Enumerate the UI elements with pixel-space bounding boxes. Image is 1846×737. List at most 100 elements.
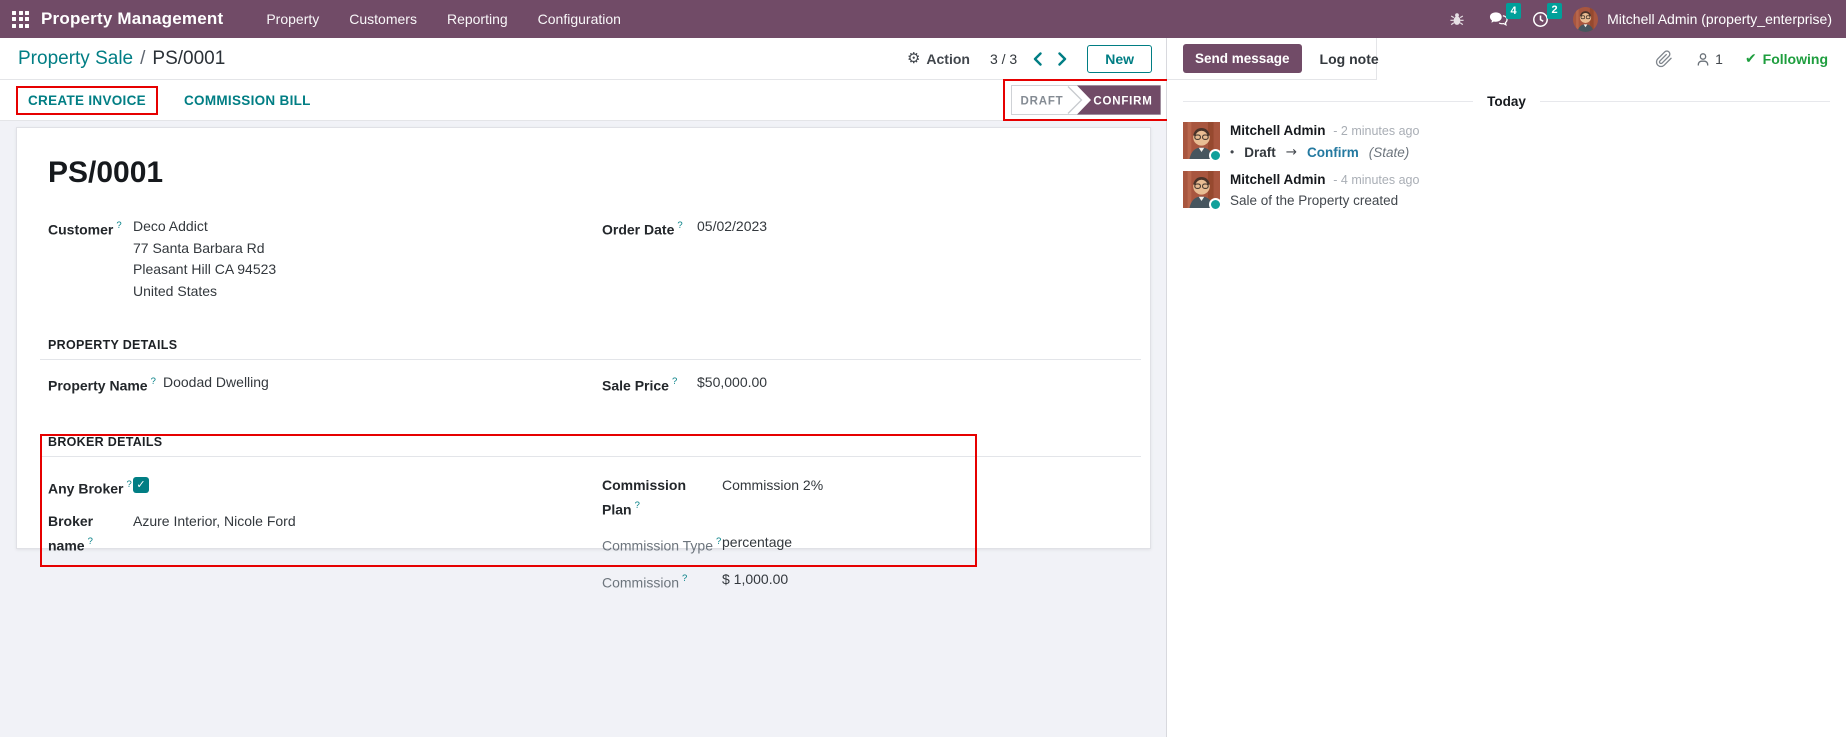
property-name-field-row: Property Name? Doodad Dwelling [48, 372, 602, 397]
tracking-arrow-icon: → [1285, 144, 1298, 160]
top-navbar: Property Management Property Customers R… [0, 0, 1846, 38]
chatter-message: Mitchell Admin - 4 minutes ago Sale of t… [1167, 162, 1846, 211]
commission-plan-label: Commission Plan? [602, 476, 687, 518]
help-tooltip-marker: ? [677, 220, 683, 231]
property-name-label: Property Name? [48, 376, 156, 394]
order-date-value[interactable]: 05/02/2023 [697, 218, 768, 234]
chatter-message: Mitchell Admin - 2 minutes ago • Draft →… [1167, 113, 1846, 162]
message-timestamp: - 4 minutes ago [1333, 173, 1420, 187]
commission-plan-value[interactable]: Commission 2% [722, 476, 824, 493]
record-title: PS/0001 [48, 156, 164, 189]
user-avatar [1573, 6, 1599, 32]
commission-field-row: Commission? $ 1,000.00 [602, 569, 1129, 594]
broker-name-value[interactable]: Azure Interior, Nicole Ford [133, 513, 296, 530]
statusbar-confirm-shape [1077, 85, 1161, 115]
message-body: Sale of the Property created [1230, 193, 1399, 208]
customer-country: United States [133, 282, 218, 299]
breadcrumb-parent-link[interactable]: Property Sale [18, 47, 134, 69]
date-divider: Today [1183, 94, 1831, 109]
following-button[interactable]: ✔ Following [1745, 51, 1828, 67]
pager-next-button[interactable] [1058, 51, 1067, 66]
menu-property[interactable]: Property [266, 11, 320, 27]
commission-plan-field-row: Commission Plan? Commission 2% [602, 475, 1129, 521]
commission-value[interactable]: $ 1,000.00 [722, 570, 789, 587]
any-broker-label: Any Broker? [48, 478, 132, 497]
create-invoice-button[interactable]: CREATE INVOICE [24, 91, 150, 110]
any-broker-checkbox[interactable]: ✓ [133, 476, 149, 493]
commission-type-value[interactable]: percentage [722, 534, 793, 551]
following-label: Following [1762, 51, 1828, 67]
attachment-paperclip-icon[interactable] [1655, 50, 1673, 68]
message-author: Mitchell Admin [1230, 123, 1326, 138]
help-tooltip-marker: ? [87, 536, 93, 548]
app-title[interactable]: Property Management [41, 9, 224, 28]
message-author-avatar [1183, 122, 1220, 159]
breadcrumb-separator: / [140, 47, 146, 69]
activities-count-badge: 2 [1547, 2, 1563, 19]
customer-street: 77 Santa Barbara Rd [133, 239, 265, 256]
activities-clock-icon[interactable]: 2 [1532, 2, 1563, 28]
sale-price-value[interactable]: $50,000.00 [697, 374, 768, 390]
customer-value[interactable]: Deco Addict 77 Santa Barbara Rd Pleasant… [133, 216, 276, 302]
broker-details-section: BROKER DETAILS Any Broker? ✓ Broker name… [40, 433, 1141, 606]
annotation-box-statusbar: DRAFT CONFIRM [1003, 79, 1169, 121]
property-name-value[interactable]: Doodad Dwelling [163, 374, 269, 390]
chatter-panel: Send message Log note 1 ✔ [1167, 38, 1846, 737]
chatter-toolbar: Send message Log note 1 ✔ [1167, 38, 1846, 80]
gear-icon: ⚙ [906, 49, 921, 67]
commission-bill-button[interactable]: COMMISSION BILL [180, 91, 315, 110]
action-menu-label: Action [926, 50, 970, 67]
property-details-heading: PROPERTY DETAILS [48, 338, 178, 352]
section-divider [40, 455, 1141, 457]
message-tracking-body: • Draft → Confirm (State) [1230, 144, 1419, 160]
messages-icon[interactable]: 4 [1489, 3, 1522, 27]
tracking-bullet: • [1230, 145, 1235, 159]
followers-button[interactable]: 1 [1695, 51, 1723, 68]
help-tooltip-marker: ? [682, 572, 688, 584]
debug-bug-icon[interactable] [1449, 11, 1465, 27]
help-tooltip-marker: ? [634, 499, 640, 511]
customer-label: Customer? [48, 220, 122, 238]
order-date-field-row: Order Date? 05/02/2023 [602, 216, 1129, 302]
statusbar: DRAFT CONFIRM [1011, 85, 1161, 115]
annotation-box-create-invoice: CREATE INVOICE [16, 85, 158, 115]
log-note-button[interactable]: Log note [1312, 45, 1387, 73]
customer-field-row: Customer? Deco Addict 77 Santa Barbara R… [48, 216, 602, 302]
statusbar-draft[interactable]: DRAFT [1021, 96, 1064, 108]
form-view-panel: Property Sale / PS/0001 ⚙ Action 3 / 3 [0, 38, 1169, 737]
commission-type-field-row: Commission Type? percentage [602, 532, 1129, 557]
pager-previous-button[interactable] [1033, 51, 1042, 66]
form-button-bar: CREATE INVOICE COMMISSION BILL DRAFT CON… [0, 79, 1169, 121]
user-menu[interactable]: Mitchell Admin (property_enterprise) [1573, 6, 1832, 32]
form-sheet: PS/0001 Customer? Deco Addict 77 Santa B… [16, 127, 1151, 591]
check-icon: ✔ [1744, 51, 1757, 67]
help-tooltip-marker: ? [116, 220, 122, 231]
menu-customers[interactable]: Customers [349, 11, 417, 27]
control-panel: Property Sale / PS/0001 ⚙ Action 3 / 3 [0, 38, 1166, 80]
sale-price-field-row: Sale Price? $50,000.00 [602, 372, 1129, 397]
commission-label: Commission? [602, 572, 688, 591]
menu-reporting[interactable]: Reporting [446, 11, 508, 27]
help-tooltip-marker: ? [150, 376, 156, 387]
breadcrumb-current: PS/0001 [152, 47, 226, 69]
online-status-dot [1209, 198, 1222, 211]
property-details-section: PROPERTY DETAILS Property Name? Doodad D… [40, 338, 1141, 409]
form-sheet-area: PS/0001 Customer? Deco Addict 77 Santa B… [0, 121, 1166, 737]
any-broker-field-row: Any Broker? ✓ [48, 475, 602, 500]
statusbar-confirm[interactable]: CONFIRM [1093, 96, 1152, 108]
sale-price-label: Sale Price? [602, 376, 678, 394]
send-message-button[interactable]: Send message [1183, 44, 1302, 73]
message-author: Mitchell Admin [1230, 172, 1326, 187]
customer-name[interactable]: Deco Addict [133, 218, 208, 234]
help-tooltip-marker: ? [671, 376, 678, 387]
menu-configuration[interactable]: Configuration [537, 11, 621, 27]
tracking-new-value: Confirm [1307, 144, 1359, 160]
commission-type-label: Commission Type? [602, 536, 722, 554]
followers-count: 1 [1715, 51, 1723, 67]
broker-name-field-row: Broker name? Azure Interior, Nicole Ford [48, 511, 602, 557]
apps-grid-icon[interactable] [12, 10, 29, 28]
action-menu-button[interactable]: ⚙ Action [907, 51, 970, 67]
user-name: Mitchell Admin (property_enterprise) [1607, 11, 1832, 27]
broker-details-heading: BROKER DETAILS [48, 434, 163, 449]
new-record-button[interactable]: New [1087, 44, 1152, 73]
